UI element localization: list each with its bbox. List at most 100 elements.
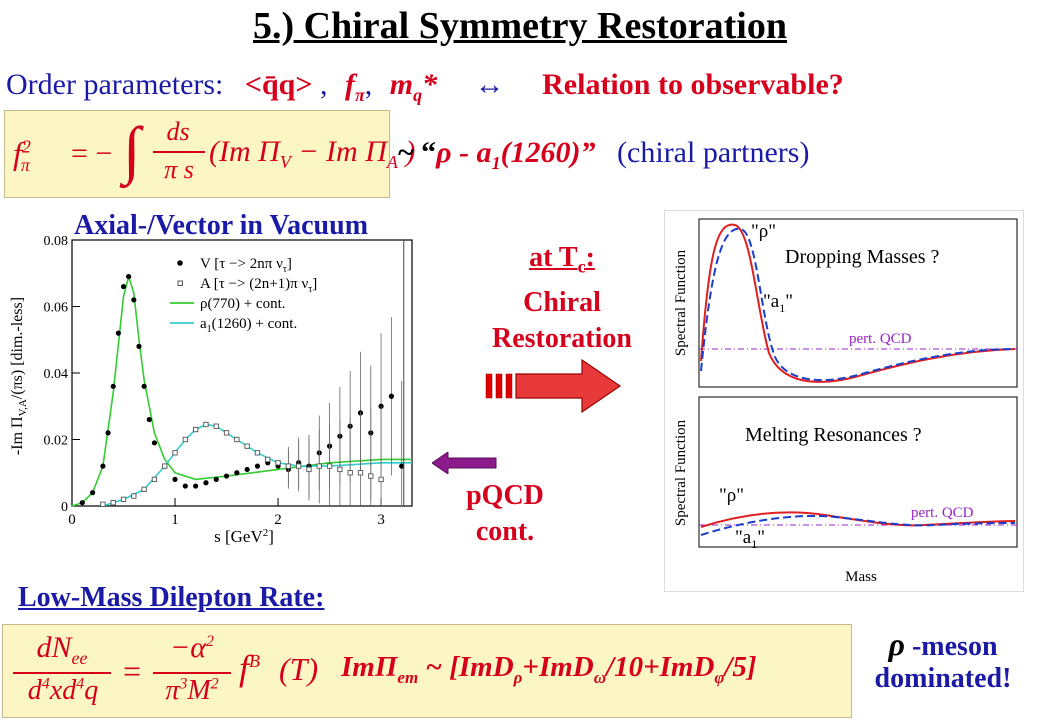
melting-pqcd-label: pert. QCD [911, 505, 974, 521]
axial-point [368, 473, 374, 479]
vector-point [79, 500, 85, 506]
vector-point [90, 490, 96, 496]
vector-point [254, 463, 261, 469]
axial-point [141, 486, 147, 493]
x-tick-label: 0 [68, 512, 76, 528]
legend-entry: ρ(770) + cont. [200, 296, 286, 312]
sum-rule-rhs: (Im ΠV − Im ΠA ) [209, 135, 416, 172]
axial-point [213, 423, 219, 429]
dropping-a1-label: "a1" [763, 291, 793, 315]
y-tick-label: 0.02 [44, 434, 69, 449]
vector-point [399, 463, 405, 469]
axial-point [275, 460, 281, 466]
sum-rule-equals: = − [71, 137, 113, 170]
double-arrow-icon: ↔ [474, 68, 505, 101]
axial-point [234, 436, 240, 443]
chiral-partners-line: ~ “ρ - a1(1260)” (chiral partners) [398, 136, 810, 173]
axial-point [244, 443, 250, 449]
dropping-a1-curve [700, 227, 1016, 382]
dropping-plot-frame [698, 218, 1018, 388]
spectral-function-svg: Spectral Function Dropping Masses ? "ρ" … [673, 218, 1018, 585]
axial-point [306, 466, 312, 473]
legend-entry: V [τ −> 2nπ ντ] [200, 256, 292, 275]
y-tick-label: 0.04 [44, 367, 69, 382]
vector-point [203, 480, 209, 486]
quark-condensate: <q̄q> [244, 68, 313, 101]
chiral-restoration-label: at Tc: Chiral Restoration [492, 242, 632, 354]
vector-point [126, 273, 132, 280]
vector-point [223, 473, 230, 479]
melting-a1-label: "a1" [735, 527, 765, 551]
pqcd-arrow-icon [432, 452, 497, 474]
vector-point [388, 393, 394, 399]
vector-point [131, 297, 137, 303]
axial-point [151, 476, 158, 483]
axial-point [357, 470, 364, 476]
alpha-numerator: −α2 [170, 631, 214, 664]
vector-point [136, 343, 142, 349]
axial-point [265, 456, 271, 463]
temperature-arg: (T) [279, 651, 319, 687]
dropping-ylabel: Spectral Function [673, 249, 689, 356]
separator: , [319, 68, 328, 101]
weinberg-sum-rule-box: f2π = − ∫ ds π s (Im ΠV − Im ΠA ) [4, 110, 415, 198]
axial-point [326, 463, 333, 469]
axial-point [203, 421, 209, 428]
vacuum-plot-svg: 0 1 2 3 0 0.02 0.04 0.06 0.08 V [τ −> 2nπ ντ]A [… [9, 234, 413, 546]
x-tick-label: 1 [171, 512, 179, 528]
axial-point [316, 463, 322, 469]
order-parameters-row: Order parameters: <q̄q> , fπ, mq* ↔ Rela… [6, 68, 844, 106]
vector-point [115, 330, 121, 336]
alpha-fraction-bar [153, 672, 231, 674]
vacuum-spectral-plot: 0 1 2 3 0 0.02 0.04 0.06 0.08 V [τ −> 2nπ ντ] A [… [4, 234, 430, 548]
alpha-denominator: π3M2 [165, 675, 219, 706]
y-tick-label: 0 [61, 500, 68, 515]
axial-point [296, 463, 302, 469]
dropping-pqcd-label: pert. QCD [849, 331, 912, 347]
vector-point [234, 470, 240, 476]
legend-entry: A [τ −> (2n+1)π ντ] [200, 276, 317, 295]
vector-point [105, 430, 111, 436]
dilepton-rate-title: Low-Mass Dilepton Rate: [18, 582, 325, 613]
vector-point [146, 416, 152, 423]
dropping-title: Dropping Masses ? [785, 246, 940, 268]
vector-point [141, 383, 147, 389]
melting-a1-curve [700, 514, 1016, 536]
vector-point [193, 483, 199, 489]
dropping-rho-curve [700, 223, 1016, 383]
slide-title: 5.) Chiral Symmetry Restoration [252, 5, 787, 47]
vector-point [172, 476, 178, 482]
melting-title: Melting Resonances ? [745, 424, 922, 446]
rho-meson-dominated-note: ρ -meson dominated! [874, 626, 1012, 694]
relation-question: Relation to observable? [542, 68, 844, 101]
vector-point [182, 483, 188, 489]
pi-s-denominator: π s [164, 155, 194, 184]
axial-point [182, 436, 188, 443]
dilepton-denominator: d4xd4q [27, 675, 99, 706]
vector-point [100, 463, 106, 469]
melting-xlabel: Mass [845, 569, 877, 585]
separator: , [364, 68, 373, 101]
melting-rho-label: "ρ" [719, 485, 744, 506]
vector-point [120, 283, 127, 290]
y-tick-label: 0.08 [44, 236, 69, 249]
vector-point [213, 476, 219, 482]
order-parameters-label: Order parameters: [6, 68, 224, 101]
axial-point [110, 500, 116, 506]
dilepton-equals: = [123, 653, 142, 689]
axial-point [131, 493, 137, 499]
axial-point [347, 470, 353, 476]
integral-sign: ∫ [123, 114, 141, 185]
x-tick-label: 2 [274, 512, 282, 528]
axial-point [285, 463, 292, 469]
sum-rule-lhs: f2π [13, 135, 31, 176]
vector-point [244, 466, 250, 473]
dilepton-numerator: dNee [36, 631, 88, 668]
dilepton-fraction-bar [13, 672, 111, 674]
melting-ylabel: Spectral Function [673, 419, 689, 526]
spectral-function-panel: Spectral Function Dropping Masses ? "ρ" … [664, 210, 1024, 592]
axial-point [337, 466, 343, 473]
em-correlator-expression: ImΠem ~ [ImDρ+ImDω/10+ImDφ/5] [341, 651, 757, 687]
axial-point [172, 450, 178, 456]
axial-point [100, 501, 106, 507]
